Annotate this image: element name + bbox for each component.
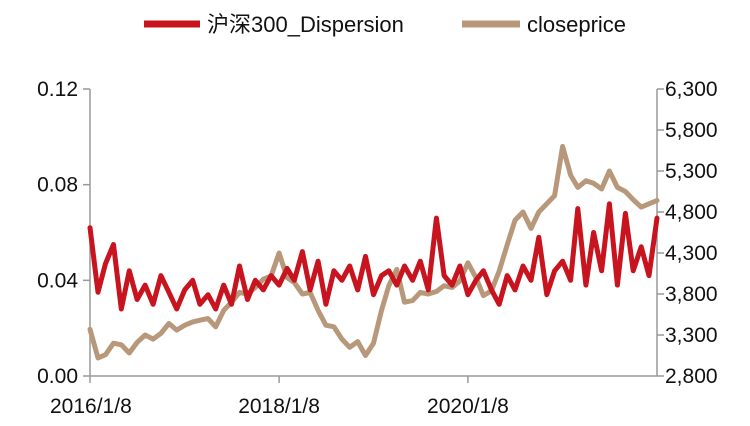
y-axis-right-ticks: 2,800 3,300 3,800 4,300 4,800 5,300 5,800 6,300 bbox=[657, 78, 718, 388]
legend-entry-closeprice: closeprice bbox=[462, 12, 626, 37]
y-right-tick-label: 5,800 bbox=[665, 119, 718, 142]
legend-entry-dispersion: 沪深300_Dispersion bbox=[144, 12, 404, 37]
y-right-tick-label: 4,300 bbox=[665, 242, 718, 265]
y-right-tick-label: 3,800 bbox=[665, 283, 718, 306]
y-left-tick-label: 0.08 bbox=[37, 174, 78, 197]
series-layer bbox=[87, 143, 660, 361]
y-right-tick-label: 4,800 bbox=[665, 201, 718, 224]
y-left-tick-label: 0.04 bbox=[37, 269, 78, 292]
series-line-closeprice bbox=[87, 143, 660, 361]
legend-label-dispersion: 沪深300_Dispersion bbox=[207, 12, 404, 37]
x-tick-label: 2020/1/8 bbox=[427, 395, 509, 418]
legend: 沪深300_Dispersion closeprice bbox=[144, 12, 626, 37]
y-axis-left-ticks: 0.00 0.04 0.08 0.12 bbox=[37, 78, 90, 388]
y-right-tick-label: 5,300 bbox=[665, 160, 718, 183]
y-right-tick-label: 2,800 bbox=[665, 365, 718, 388]
x-tick-label: 2018/1/8 bbox=[238, 395, 320, 418]
y-right-tick-label: 3,300 bbox=[665, 324, 718, 347]
legend-label-closeprice: closeprice bbox=[527, 12, 626, 37]
y-right-tick-label: 6,300 bbox=[665, 78, 718, 101]
y-left-tick-label: 0.00 bbox=[37, 365, 78, 388]
y-left-tick-label: 0.12 bbox=[37, 78, 78, 101]
x-axis-ticks: 2016/1/8 2018/1/8 2020/1/8 bbox=[50, 376, 509, 418]
series-line-dispersion bbox=[87, 201, 660, 312]
x-tick-label: 2016/1/8 bbox=[50, 395, 132, 418]
